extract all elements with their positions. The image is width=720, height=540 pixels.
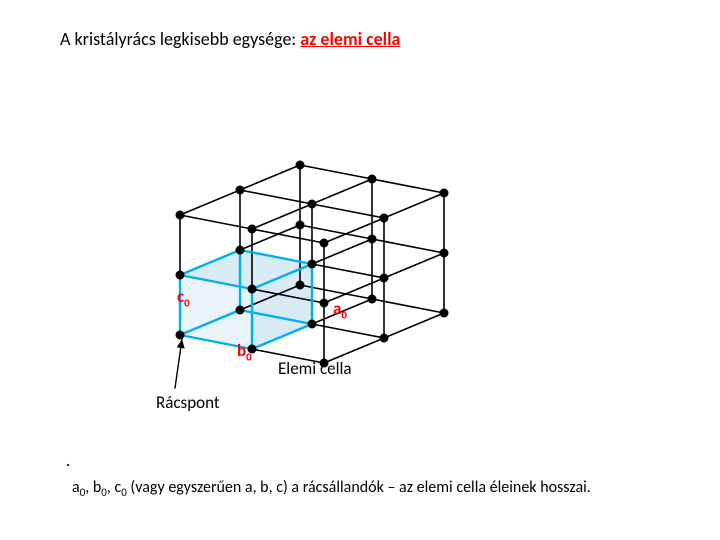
label-racspont: Rácspont: [156, 392, 220, 413]
axis-label-a0: a0: [333, 298, 347, 321]
lattice-diagram: [0, 0, 720, 540]
footer-text: a0, b0, c0 (vagy egyszerűen a, b, c) a r…: [72, 478, 591, 499]
label-elemi-cella: Elemi cella: [278, 358, 352, 379]
axis-label-c0: c0: [177, 286, 190, 309]
axis-label-b0: b0: [237, 340, 252, 363]
footer-dot: .: [66, 450, 70, 471]
